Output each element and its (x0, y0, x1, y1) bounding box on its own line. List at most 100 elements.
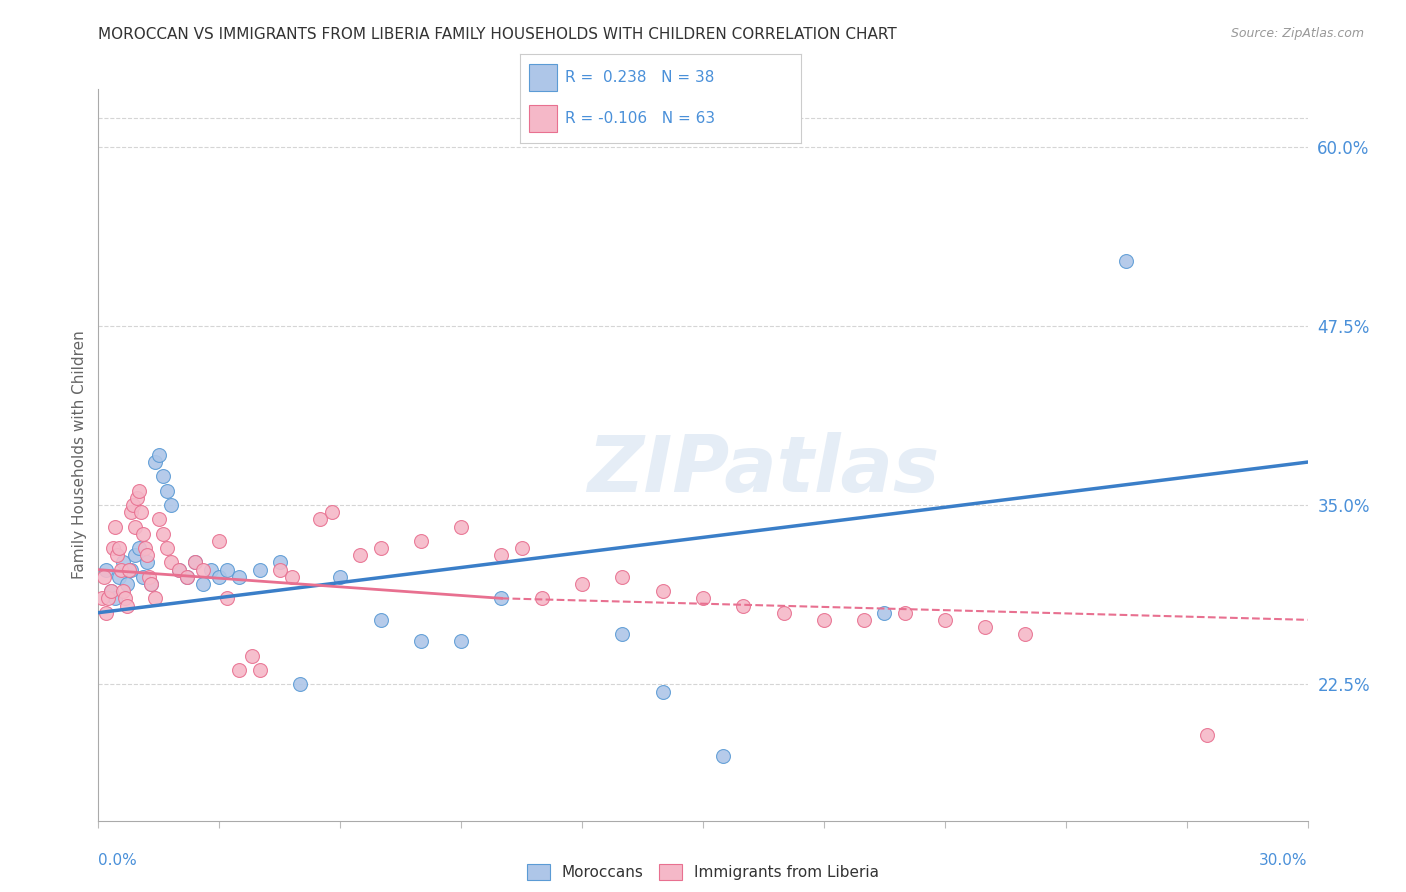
Point (893, 606, 915, 620)
Point (135, 549, 157, 563)
Point (111, 556, 134, 570)
Point (974, 620, 997, 634)
Point (510, 541, 533, 556)
Y-axis label: Family Households with Children: Family Households with Children (72, 331, 87, 579)
Point (101, 541, 124, 556)
Point (208, 533, 231, 548)
Point (184, 556, 207, 570)
Point (217, 563, 239, 577)
Point (240, 648, 263, 663)
Text: MOROCCAN VS IMMIGRANTS FROM LIBERIA FAMILY HOUSEHOLDS WITH CHILDREN CORRELATION : MOROCCAN VS IMMIGRANTS FROM LIBERIA FAMI… (98, 27, 897, 42)
Point (409, 634, 432, 648)
Point (184, 556, 207, 570)
Point (249, 563, 271, 577)
Point (711, 749, 734, 764)
Point (450, 634, 472, 648)
Point (329, 570, 352, 584)
Point (139, 577, 162, 591)
Point (772, 606, 794, 620)
Point (128, 541, 150, 556)
Point (1195, 728, 1218, 742)
Point (114, 591, 136, 606)
Point (200, 563, 222, 577)
Point (152, 469, 174, 483)
Point (193, 563, 215, 577)
Point (93, 570, 115, 584)
Point (128, 483, 150, 498)
Point (129, 505, 152, 519)
Point (934, 613, 956, 627)
Bar (529, 64, 557, 91)
Point (409, 533, 432, 548)
Point (370, 613, 392, 627)
Point (132, 570, 155, 584)
Point (873, 606, 896, 620)
Point (124, 519, 146, 533)
Point (107, 570, 129, 584)
Point (156, 483, 179, 498)
Point (450, 519, 472, 533)
Point (115, 599, 138, 613)
Point (107, 541, 129, 556)
Bar (529, 105, 557, 132)
Point (249, 663, 271, 677)
Point (1014, 627, 1036, 641)
Point (281, 570, 304, 584)
Point (491, 549, 513, 563)
Point (135, 556, 157, 570)
Point (143, 591, 166, 606)
Point (115, 577, 138, 591)
Point (96, 606, 118, 620)
Point (321, 505, 343, 519)
Point (651, 684, 673, 698)
Point (612, 570, 634, 584)
Point (120, 563, 142, 577)
Point (269, 556, 291, 570)
Point (156, 541, 179, 556)
Legend: Moroccans, Immigrants from Liberia: Moroccans, Immigrants from Liberia (520, 858, 886, 886)
Point (612, 627, 634, 641)
Point (651, 584, 673, 599)
Point (121, 498, 143, 512)
Point (132, 526, 155, 541)
Point (309, 512, 332, 526)
Point (111, 584, 134, 599)
Point (228, 663, 250, 677)
Point (91, 591, 114, 606)
Point (148, 448, 170, 462)
Point (193, 577, 215, 591)
Point (138, 570, 160, 584)
Text: R =  0.238   N = 38: R = 0.238 N = 38 (565, 70, 714, 85)
Point (349, 549, 371, 563)
Point (100, 584, 122, 599)
Point (491, 591, 513, 606)
Point (208, 570, 231, 584)
Point (103, 519, 125, 533)
Point (134, 541, 156, 556)
Point (120, 505, 142, 519)
Point (176, 570, 198, 584)
Point (124, 549, 146, 563)
Point (105, 549, 128, 563)
Point (100, 584, 122, 599)
Text: 0.0%: 0.0% (98, 854, 138, 868)
Point (530, 591, 553, 606)
Point (143, 455, 166, 469)
Point (152, 526, 174, 541)
Point (167, 563, 190, 577)
Point (160, 556, 183, 570)
Point (97, 591, 120, 606)
Point (110, 563, 132, 577)
Point (571, 577, 593, 591)
Point (103, 591, 125, 606)
Point (167, 563, 190, 577)
Point (370, 541, 392, 556)
Point (692, 591, 714, 606)
Point (160, 498, 183, 512)
Text: Source: ZipAtlas.com: Source: ZipAtlas.com (1230, 27, 1364, 40)
Point (96, 563, 118, 577)
Point (217, 591, 239, 606)
Text: R = -0.106   N = 63: R = -0.106 N = 63 (565, 112, 716, 126)
Point (288, 677, 311, 691)
Point (733, 599, 755, 613)
